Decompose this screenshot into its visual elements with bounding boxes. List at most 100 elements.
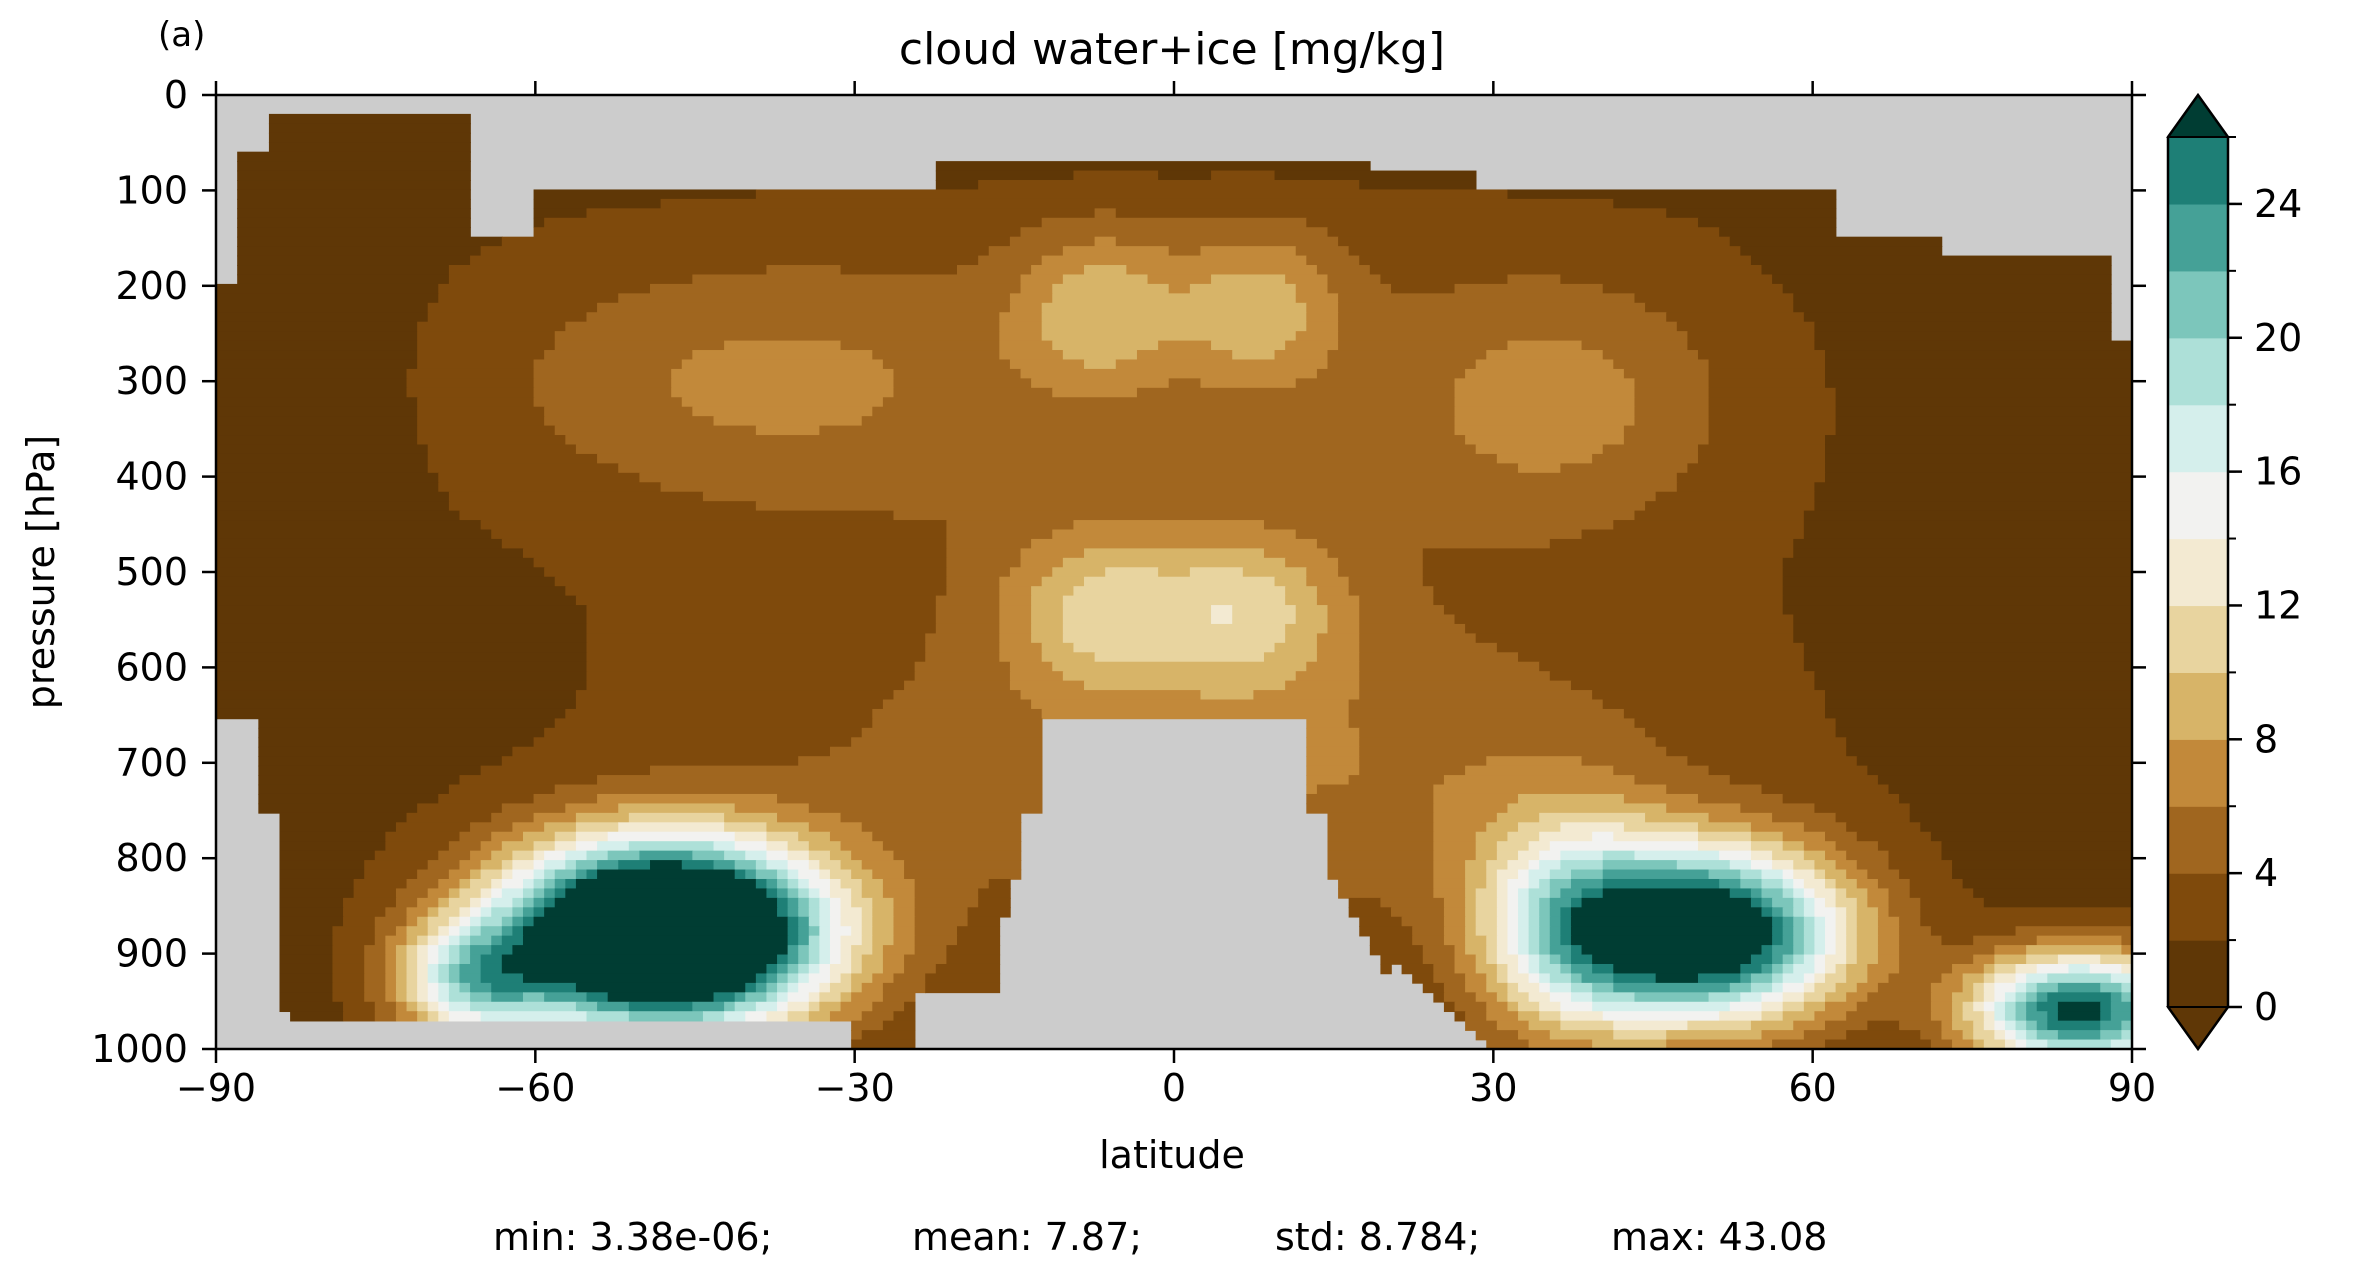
contour-cell <box>216 614 588 625</box>
contour-cell <box>1316 595 1361 606</box>
contour-cell <box>851 850 895 861</box>
colorbar-segment <box>2168 270 2228 339</box>
contour-cell <box>1549 671 1816 682</box>
contour-cell <box>438 992 450 1003</box>
contour-cell <box>1020 368 1318 380</box>
contour-cell <box>332 982 365 994</box>
contour-cell <box>501 860 514 871</box>
contour-cell <box>1518 850 1540 861</box>
contour-cell <box>1920 822 2132 833</box>
contour-cell <box>893 387 1054 399</box>
contour-cell <box>1475 850 1498 861</box>
contour-cell <box>618 860 651 871</box>
contour-cell <box>840 945 852 956</box>
contour-cell <box>1465 368 1625 380</box>
contour-cell <box>660 198 1615 210</box>
contour-cell <box>808 907 821 918</box>
contour-cell <box>1570 954 1593 965</box>
contour-cell <box>1952 992 1975 1003</box>
contour-cell <box>914 897 979 909</box>
contour-cell <box>2026 1030 2038 1041</box>
contour-cell <box>459 510 895 521</box>
contour-cell <box>1803 510 2132 521</box>
contour-cell <box>470 897 482 909</box>
contour-cell <box>501 756 800 767</box>
contour-cell <box>893 378 1032 389</box>
contour-cell <box>1994 973 2017 984</box>
contour-cell <box>1454 378 1636 389</box>
contour-cell <box>1697 793 1784 805</box>
contour-cell <box>978 897 1011 909</box>
contour-cell <box>1602 869 1710 880</box>
contour-cell <box>395 1001 408 1013</box>
contour-cell <box>1676 482 1816 493</box>
contour-cell <box>1729 1001 1763 1013</box>
contour-cell <box>734 831 768 842</box>
contour-cell <box>1327 227 1720 238</box>
contour-cell <box>1570 926 1773 937</box>
contour-cell <box>861 907 874 918</box>
contour-cell <box>374 926 397 937</box>
contour-cell <box>544 822 577 833</box>
contour-cell <box>417 416 545 427</box>
contour-cell <box>1994 1030 2006 1041</box>
contour-cell <box>872 406 1456 417</box>
contour-cell <box>1539 1011 1562 1022</box>
contour-cell <box>851 888 863 899</box>
contour-cell <box>1856 926 1879 937</box>
contour-cell <box>470 907 482 918</box>
contour-cell <box>1888 897 1922 909</box>
contour-cell <box>1338 321 1678 332</box>
contour-cell <box>2036 935 2123 946</box>
contour-cell <box>406 945 418 956</box>
colorbar-segment <box>2168 203 2228 272</box>
contour-cell <box>1772 812 1837 824</box>
y-tick-label: 0 <box>164 73 188 117</box>
contour-cell <box>522 548 948 559</box>
contour-cell <box>1507 945 1519 956</box>
contour-cell <box>798 973 810 984</box>
contour-cell <box>1496 888 1509 899</box>
contour-cell <box>1920 897 1985 909</box>
stat-max: max: 43.08 <box>1611 1215 1827 1259</box>
contour-cell <box>533 812 577 824</box>
contour-cell <box>512 869 535 880</box>
contour-cell <box>332 973 365 984</box>
contour-cell <box>808 841 842 852</box>
contour-cell <box>1539 661 1805 672</box>
contour-cell <box>522 935 789 946</box>
contour-cell <box>1507 992 1530 1003</box>
contour-cell <box>650 860 683 871</box>
contour-cell <box>1009 293 1054 304</box>
contour-cell <box>999 321 1043 332</box>
contour-cell <box>1655 737 1847 748</box>
contour-cell <box>829 982 852 994</box>
contour-cell <box>808 822 863 833</box>
contour-cell <box>1814 340 2132 351</box>
contour-cell <box>216 690 577 701</box>
contour-cell <box>607 992 715 1003</box>
contour-cell <box>1729 982 1752 994</box>
contour-cell <box>385 935 408 946</box>
contour-cell <box>734 869 747 880</box>
contour-cell <box>1306 737 1361 748</box>
colorbar-segment <box>2168 605 2228 673</box>
contour-cell <box>861 416 1456 427</box>
contour-cell <box>1560 907 1572 918</box>
contour-cell <box>1793 633 2132 644</box>
contour-cell <box>628 1011 704 1022</box>
contour-cell <box>512 897 524 909</box>
contour-cell <box>1856 860 1890 871</box>
contour-cell <box>554 869 577 880</box>
contour-cell <box>1708 378 1826 389</box>
contour-cell <box>448 973 461 984</box>
contour-cell <box>1327 548 1424 559</box>
contour-cell <box>1454 283 1604 295</box>
contour-cell <box>787 954 800 965</box>
contour-cell <box>1983 1001 1996 1013</box>
contour-cell <box>618 293 1011 304</box>
contour-cell <box>1507 888 1519 899</box>
contour-cell <box>438 954 450 965</box>
contour-cell <box>343 1001 376 1013</box>
contour-cell <box>544 217 1043 229</box>
